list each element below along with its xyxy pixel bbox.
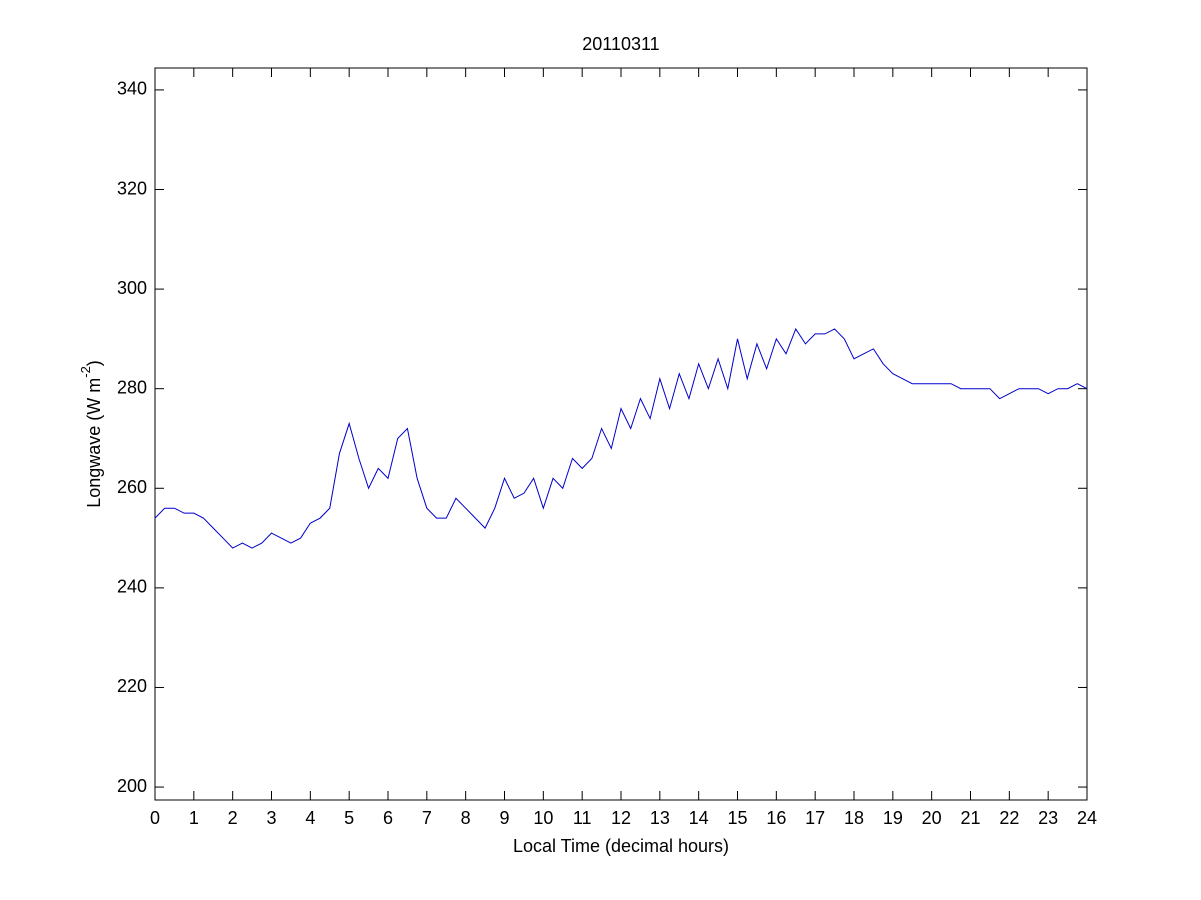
x-tick-label: 21 (960, 808, 980, 828)
x-tick-label: 19 (883, 808, 903, 828)
chart-title: 20110311 (582, 34, 659, 54)
y-axis-label: Longwave (W m-2) (78, 360, 103, 508)
x-tick-label: 14 (689, 808, 709, 828)
x-tick-label: 2 (228, 808, 238, 828)
x-tick-label: 17 (805, 808, 825, 828)
x-tick-label: 24 (1077, 808, 1097, 828)
y-tick-label: 320 (117, 178, 147, 198)
x-tick-label: 15 (727, 808, 747, 828)
x-axis-label: Local Time (decimal hours) (513, 836, 729, 856)
x-tick-label: 4 (305, 808, 315, 828)
y-label-main: Longwave (W m (84, 378, 104, 508)
x-tick-label: 11 (573, 808, 592, 828)
x-tick-label: 1 (189, 808, 199, 828)
x-tick-label: 18 (844, 808, 864, 828)
x-tick-label: 13 (650, 808, 670, 828)
x-tick-label: 3 (266, 808, 276, 828)
y-tick-label: 340 (117, 79, 147, 99)
y-tick-label: 220 (117, 676, 147, 696)
x-tick-label: 0 (150, 808, 160, 828)
y-tick-label: 260 (117, 477, 147, 497)
x-tick-label: 20 (922, 808, 942, 828)
data-line (154, 327, 1088, 549)
plot-box (154, 67, 1088, 801)
y-tick-label: 240 (117, 577, 147, 597)
x-tick-label: 12 (611, 808, 631, 828)
x-tick-label: 10 (533, 808, 553, 828)
x-tick-label: 7 (422, 808, 432, 828)
x-tick-label: 23 (1038, 808, 1058, 828)
x-tick-label: 8 (461, 808, 471, 828)
y-label-sup: -2 (78, 366, 93, 378)
y-label-end: ) (84, 360, 104, 366)
y-tick-label: 200 (117, 776, 147, 796)
x-tick-label: 22 (999, 808, 1019, 828)
y-tick-label: 300 (117, 278, 147, 298)
x-tick-label: 9 (499, 808, 509, 828)
x-tick-label: 6 (383, 808, 393, 828)
x-tick-label: 5 (344, 808, 354, 828)
x-tick-label: 16 (766, 808, 786, 828)
y-tick-label: 280 (117, 377, 147, 397)
